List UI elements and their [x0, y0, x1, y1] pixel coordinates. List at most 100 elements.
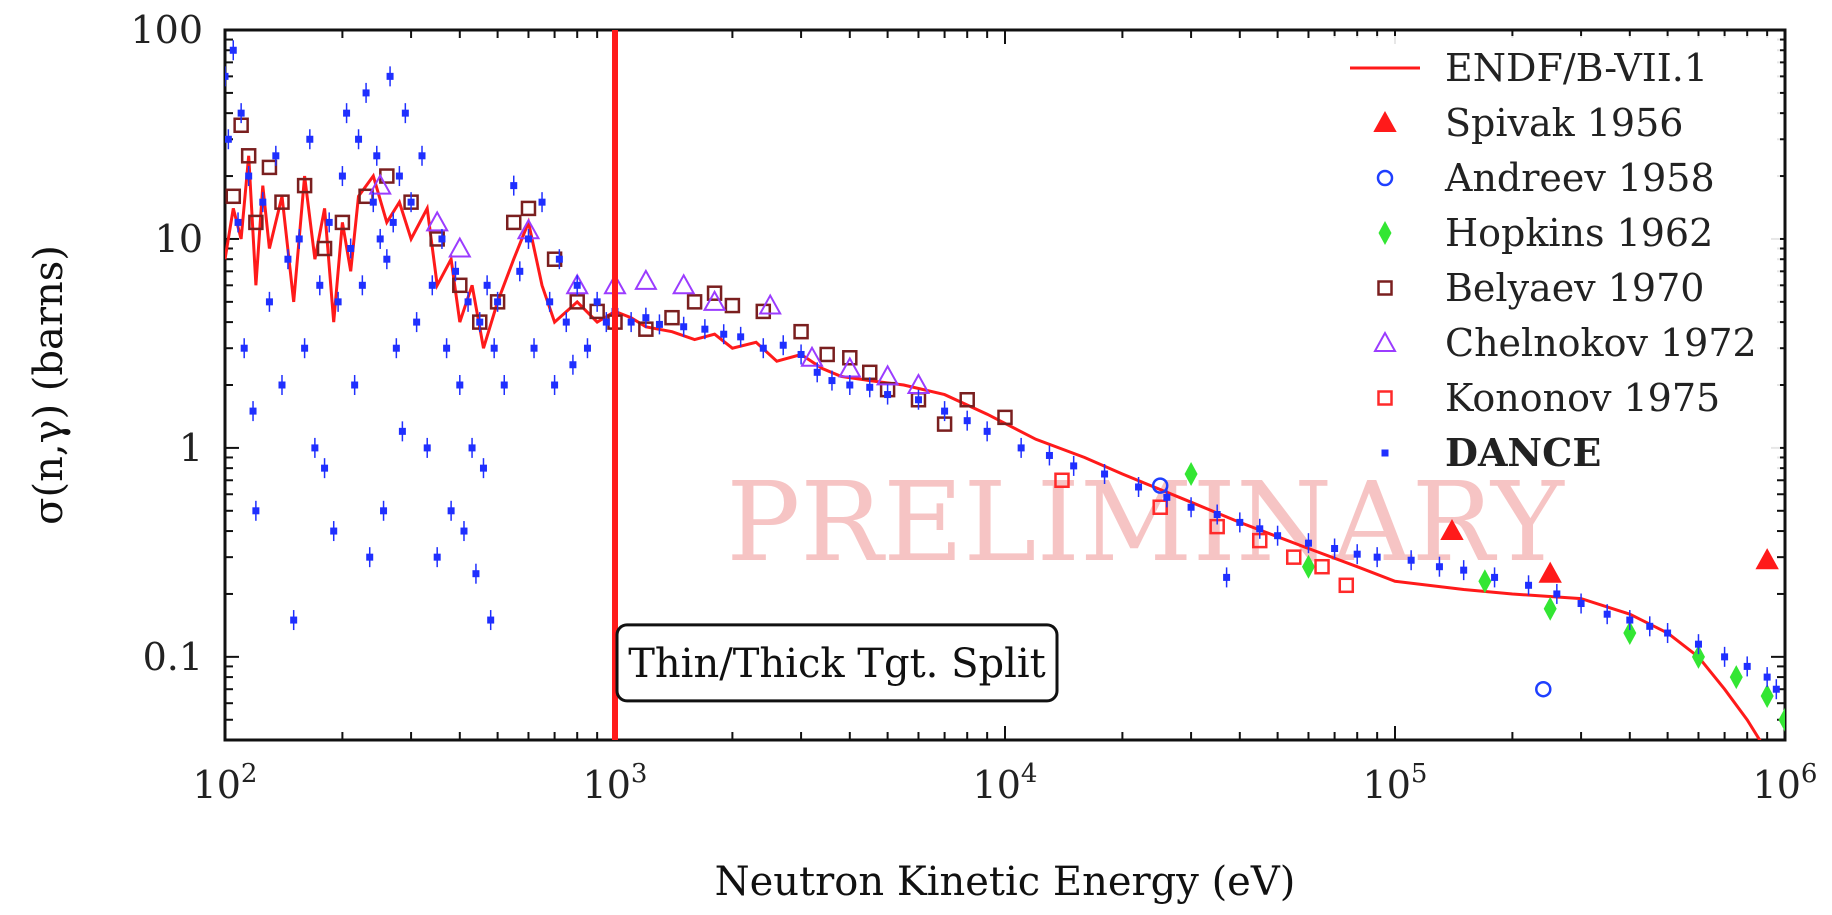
data-point-dance — [593, 298, 601, 306]
annotation-layer: Thin/Thick Tgt. Split — [612, 30, 1059, 740]
data-point-dance — [290, 616, 298, 624]
data-point-dance — [1213, 511, 1221, 519]
data-point-dance — [524, 235, 532, 243]
data-point-dance — [1304, 539, 1312, 547]
data-point-hopkins — [1623, 621, 1637, 646]
data-point-dance — [443, 344, 451, 352]
data-point-dance — [516, 267, 524, 275]
legend-label: Kononov 1975 — [1445, 376, 1720, 420]
data-point-belyaev — [240, 148, 257, 164]
data-point-dance — [383, 255, 391, 263]
data-point-dance — [1373, 553, 1381, 561]
data-point-belyaev — [261, 159, 278, 176]
data-point-kononov — [1285, 549, 1302, 565]
data-point-dance — [1435, 563, 1443, 571]
y-tick-label: 0.1 — [143, 635, 203, 679]
data-point-belyaev — [664, 309, 680, 326]
data-point-dance — [813, 368, 821, 376]
data-point-dance — [573, 281, 581, 289]
legend-swatch — [1378, 221, 1392, 245]
data-point-dance — [464, 298, 472, 306]
data-point-dance — [472, 570, 480, 578]
data-point-dance — [1163, 493, 1171, 501]
legend-label: Hopkins 1962 — [1445, 211, 1713, 255]
data-point-dance — [306, 135, 314, 143]
data-point-dance — [452, 267, 460, 275]
data-point-belyaev — [274, 194, 290, 210]
data-point-dance — [914, 396, 922, 404]
data-point-dance — [884, 391, 892, 399]
data-point-dance — [1626, 616, 1634, 624]
legend-item-hopkins: Hopkins 1962 — [1378, 211, 1713, 255]
data-point-dance — [1553, 590, 1561, 598]
data-point-dance — [295, 235, 303, 243]
data-point-dance — [376, 235, 384, 243]
data-point-spivak — [1440, 518, 1464, 541]
data-point-dance — [1407, 556, 1415, 564]
data-point-belyaev — [296, 177, 313, 194]
legend-swatch — [1373, 110, 1397, 132]
data-point-dance — [272, 152, 280, 160]
data-point-dance — [225, 72, 229, 80]
data-point-andreev — [1535, 680, 1552, 698]
data-point-dance — [1017, 444, 1025, 452]
data-point-dance — [380, 507, 388, 515]
x-tick-label: 105 — [1363, 759, 1428, 807]
annotation-text: Thin/Thick Tgt. Split — [628, 641, 1046, 687]
legend-bg — [1330, 36, 1780, 476]
data-point-belyaev — [706, 285, 723, 301]
data-point-dance — [240, 344, 248, 352]
data-point-dance — [555, 255, 563, 263]
data-point-dance — [355, 135, 363, 143]
ticks-layer: 102 103 104 105 106 100 10 1 0.1 — [130, 8, 1817, 807]
data-point-dance — [1646, 622, 1654, 630]
data-point-dance — [468, 444, 476, 452]
data-point-dance — [510, 182, 518, 190]
legend-swatch — [1377, 280, 1393, 296]
data-point-dance — [828, 377, 836, 385]
legend-label: ENDF/B-VII.1 — [1445, 46, 1708, 90]
data-point-dance — [325, 218, 333, 226]
data-point-dance — [562, 318, 570, 326]
data-point-dance — [447, 507, 455, 515]
legend-label: Chelnokov 1972 — [1445, 321, 1757, 365]
y-axis-label: σ(n,γ) (barns) — [26, 245, 72, 525]
legend-label: DANCE — [1445, 430, 1601, 475]
data-point-dance — [321, 464, 329, 472]
data-point-chelnokov — [875, 364, 900, 386]
data-point-dance — [551, 381, 559, 389]
data-point-chelnokov — [671, 273, 696, 295]
data-point-dance — [1763, 673, 1771, 681]
data-point-dance — [866, 383, 874, 391]
data-point-dance — [265, 298, 273, 306]
annotation-box — [615, 623, 1059, 703]
data-point-dance — [316, 281, 324, 289]
data-point-dance — [569, 361, 577, 369]
data-point-dance — [284, 255, 292, 263]
data-point-dance — [476, 318, 484, 326]
legend-label: Spivak 1956 — [1445, 101, 1683, 145]
data-point-hopkins — [1778, 707, 1785, 732]
data-point-belyaev — [225, 188, 242, 205]
data-point-dance — [301, 344, 309, 352]
data-point-kononov — [1314, 558, 1330, 575]
data-point-dance — [627, 318, 635, 326]
data-point-dance — [395, 172, 403, 180]
data-point-dance — [1460, 566, 1468, 574]
data-point-belyaev — [334, 214, 351, 231]
series-hopkins — [1184, 462, 1785, 732]
data-point-dance — [366, 553, 374, 561]
data-point-dance — [538, 198, 546, 206]
x-tick-label: 106 — [1753, 759, 1818, 807]
data-point-belyaev — [724, 297, 741, 314]
data-point-belyaev — [793, 323, 809, 340]
data-point-dance — [737, 333, 745, 341]
data-point-belyaev — [997, 409, 1013, 426]
data-point-dance — [1223, 573, 1231, 581]
data-point-dance — [369, 198, 377, 206]
legend-item-andreev: Andreev 1958 — [1376, 156, 1715, 200]
series-andreev — [1151, 477, 1552, 698]
data-point-dance — [1256, 525, 1264, 533]
data-point-hopkins — [1478, 569, 1492, 594]
data-point-dance — [234, 218, 242, 226]
